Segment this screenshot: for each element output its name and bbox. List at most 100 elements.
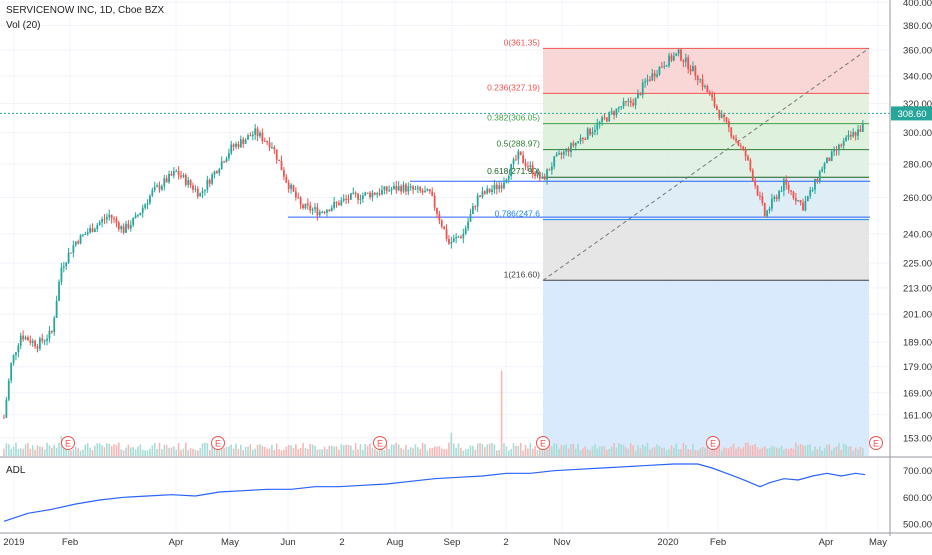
candle-body [306, 203, 309, 206]
volume-bar [211, 442, 213, 456]
volume-bar [589, 450, 591, 456]
volume-bar [307, 448, 309, 456]
candle-body [101, 219, 103, 223]
volume-bar [440, 448, 443, 456]
candle-body [584, 138, 587, 140]
candle-body [720, 114, 723, 118]
candle-body [182, 175, 185, 177]
volume-bar [273, 449, 276, 456]
candle-body [479, 195, 481, 197]
volume-bar [687, 449, 689, 456]
candle-body [294, 191, 297, 198]
candle-body [833, 149, 836, 152]
volume-bar [618, 443, 620, 456]
candle-body [261, 132, 264, 141]
volume-bar [689, 449, 692, 456]
volume-bar [833, 447, 835, 456]
candle-body [227, 153, 230, 159]
volume-bar [460, 447, 462, 456]
candle-body [180, 175, 182, 177]
candle-body [357, 193, 359, 200]
candle-body [144, 204, 147, 208]
volume-bar [58, 442, 60, 456]
candle-body [120, 226, 123, 230]
volume-bar [646, 442, 649, 456]
candle-body [689, 69, 692, 72]
volume-bar [778, 448, 780, 456]
candle-body [158, 185, 161, 190]
candle-body [383, 186, 386, 190]
candle-body [713, 97, 716, 107]
candle-body [766, 210, 769, 217]
volume-bar [347, 444, 350, 456]
adl-tick-label: 600.00 [903, 493, 932, 504]
volume-bar [53, 444, 56, 456]
volume-bar [357, 449, 359, 456]
volume-bar [639, 448, 642, 456]
candle-body [450, 241, 453, 244]
candle-body [579, 138, 582, 142]
candle-body [448, 238, 450, 244]
candle-body [22, 335, 25, 340]
volume-bar [405, 444, 407, 456]
volume-bar [797, 445, 800, 456]
candle-body [196, 188, 199, 197]
volume-bar [185, 442, 187, 456]
candle-body [237, 143, 240, 147]
volume-bar [228, 446, 230, 456]
candle-body [67, 252, 70, 263]
candle-body [622, 101, 625, 107]
volume-bar [287, 444, 290, 456]
volume-bar [55, 447, 58, 456]
volume-bar [749, 445, 752, 456]
volume-bar [816, 449, 819, 456]
candle-body [536, 171, 539, 177]
candle-body [811, 189, 814, 191]
candle-body [290, 184, 292, 189]
time-tick-label: Jun [280, 537, 295, 548]
candle-body [211, 174, 214, 184]
volume-bar [694, 450, 697, 456]
volume-bar [350, 445, 352, 456]
volume-bar [622, 444, 625, 456]
candle-body [768, 208, 771, 211]
time-tick-label: 2019 [3, 537, 24, 548]
volume-bar [507, 450, 510, 456]
candle-body [696, 75, 699, 81]
candle-body [424, 190, 426, 193]
candle-body [452, 238, 455, 242]
candle-body [534, 174, 536, 177]
volume-bar [19, 448, 22, 456]
volume-bar [641, 444, 644, 456]
candle-body [156, 185, 159, 187]
candle-body [443, 226, 446, 230]
volume-bar [469, 445, 472, 456]
volume-bar [43, 449, 46, 456]
candle-body [701, 79, 704, 87]
candle-body [172, 171, 175, 176]
candle-body [460, 236, 462, 238]
candle-body [483, 191, 486, 194]
time-tick-label: Feb [62, 537, 78, 548]
time-tick-label: Sep [444, 537, 461, 548]
candle-body [854, 132, 857, 136]
candle-body [809, 190, 812, 197]
candle-body [615, 108, 618, 116]
volume-bar [46, 442, 48, 456]
candle-body [373, 192, 376, 195]
volume-bar [385, 445, 388, 456]
candle-body [160, 186, 163, 190]
candle-body [471, 206, 474, 215]
volume-bar [96, 443, 99, 456]
volume-bar [711, 445, 713, 456]
volume-bar [244, 446, 247, 456]
candle-body [567, 148, 570, 153]
volume-bar [615, 447, 618, 456]
candle-body [321, 211, 324, 213]
volume-bar [335, 446, 338, 456]
candle-body [299, 197, 302, 205]
volume-bar [251, 449, 254, 456]
volume-bar [677, 449, 680, 456]
candle-body [328, 209, 331, 212]
volume-bar [82, 449, 84, 456]
